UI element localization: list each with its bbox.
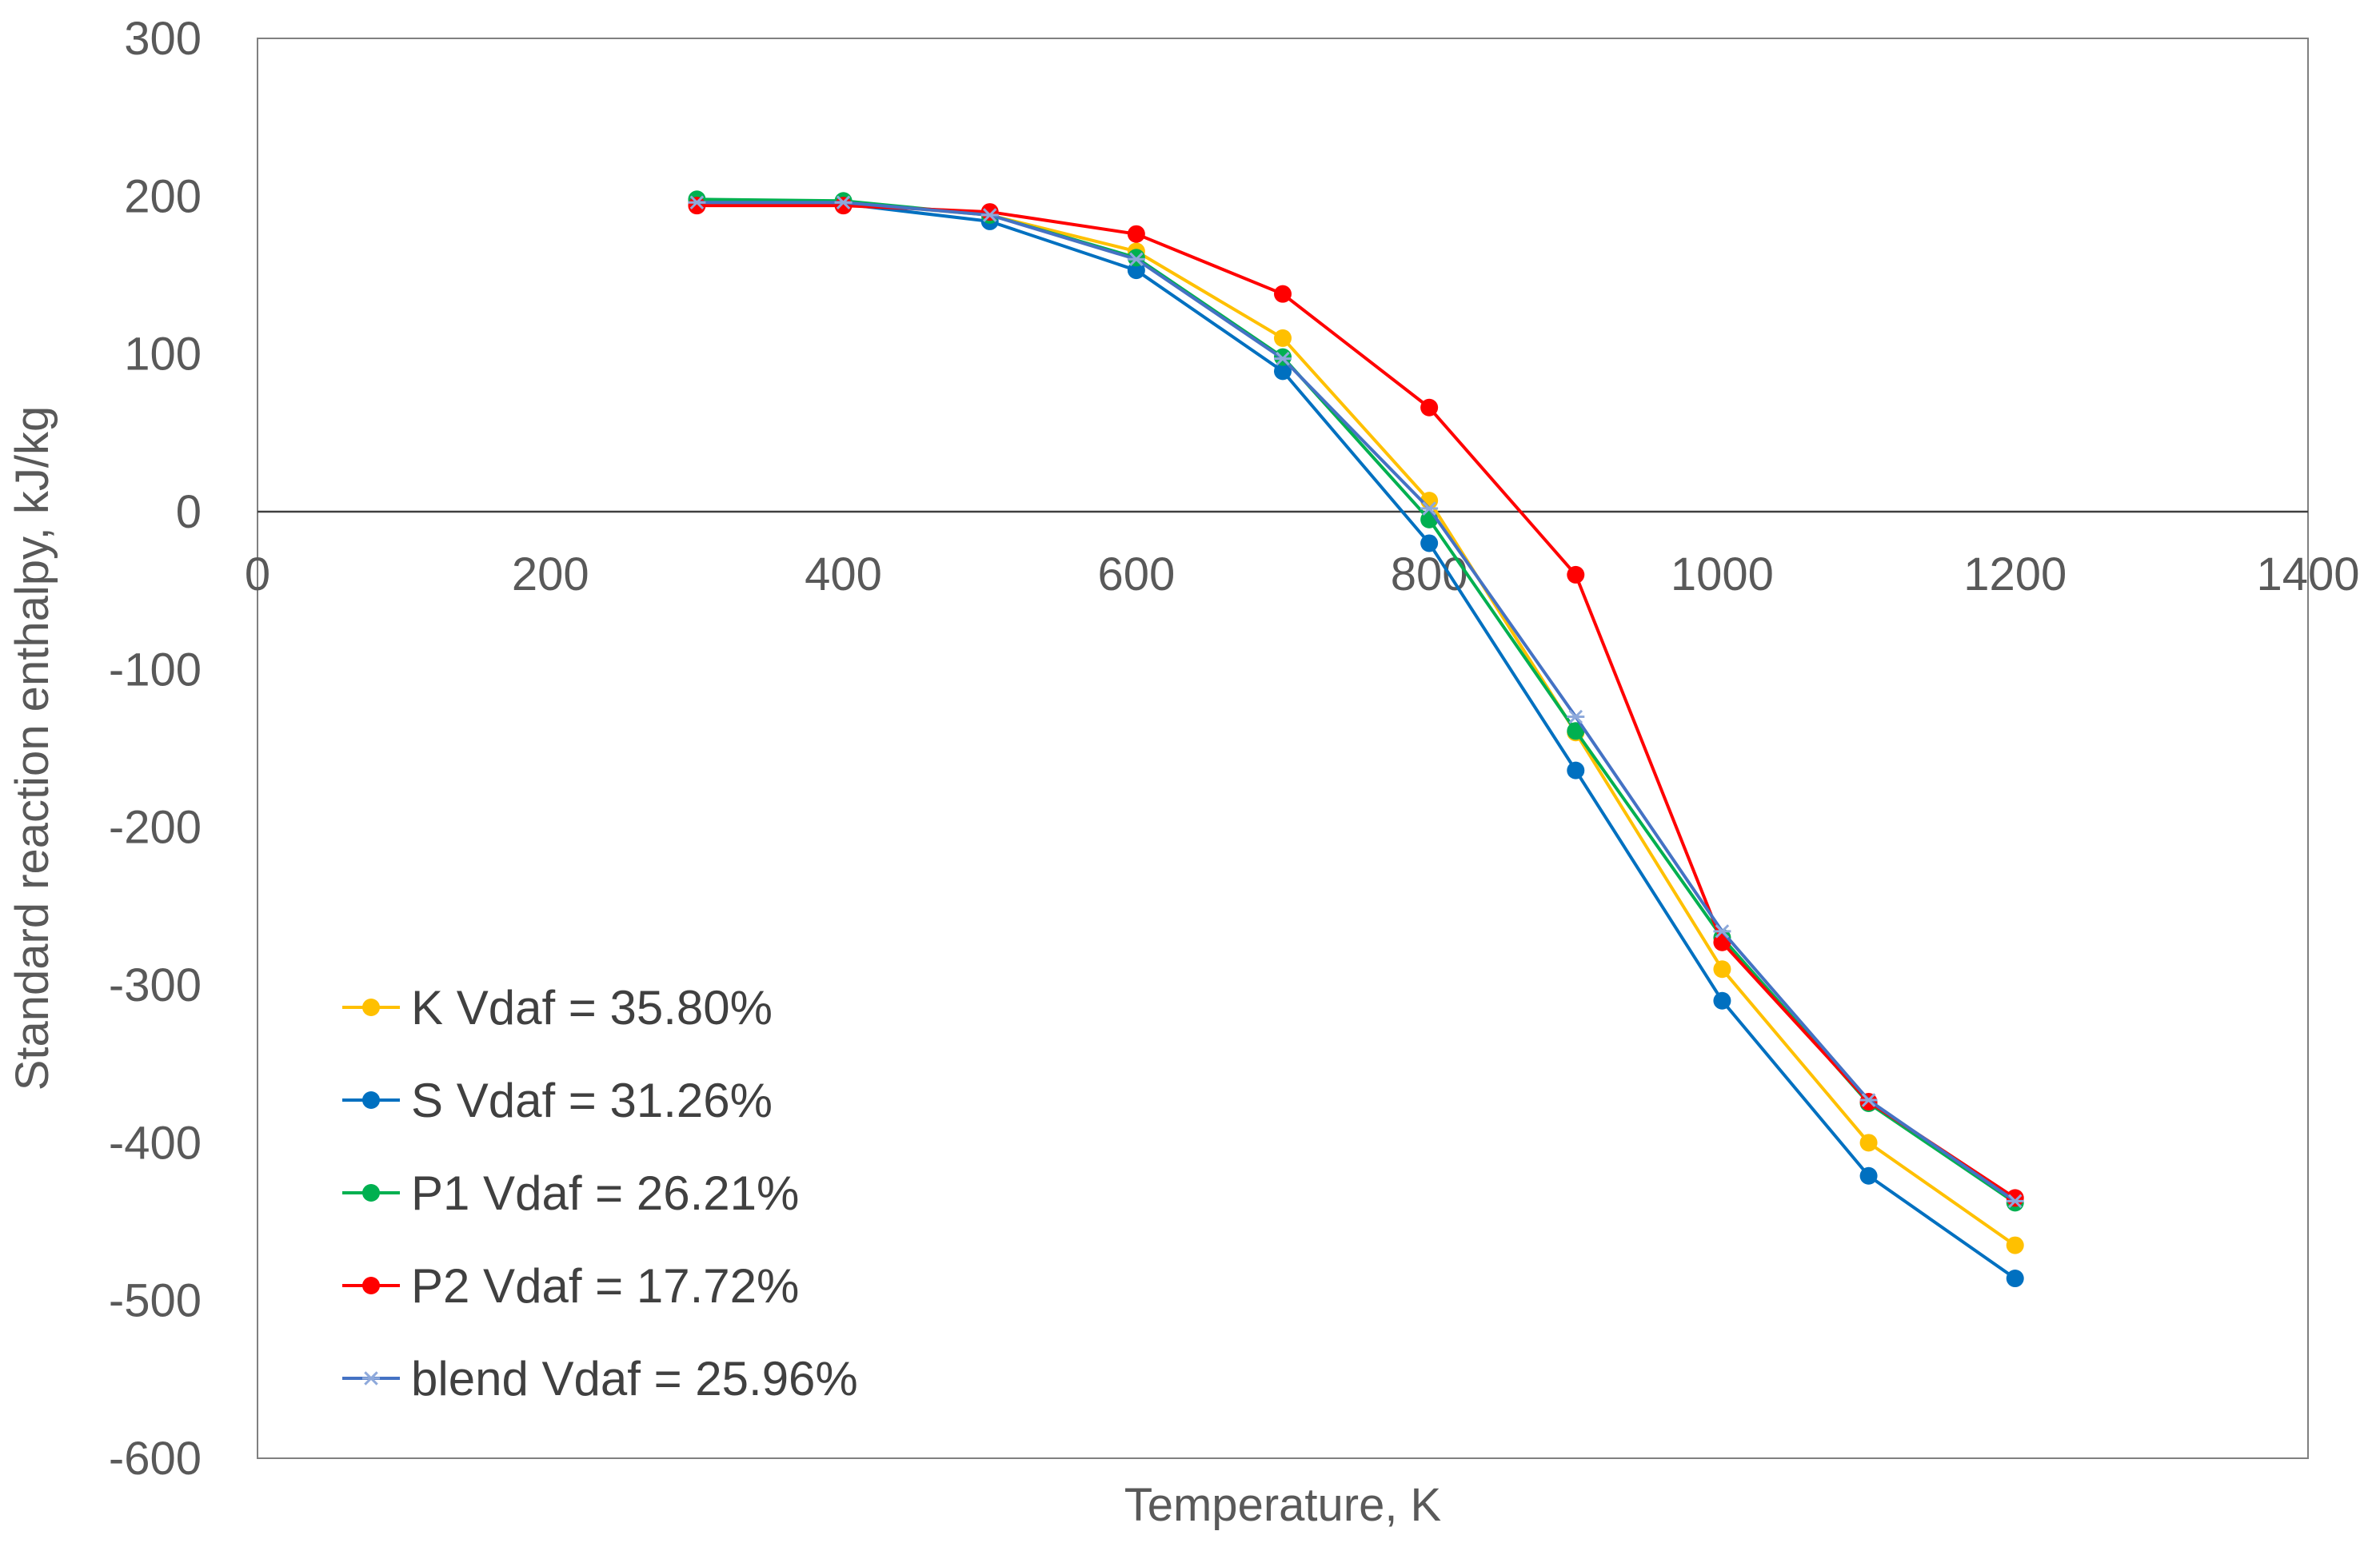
- y-tick-label: -100: [109, 644, 202, 696]
- legend-item: blend Vdaf = 25.96%: [342, 1352, 858, 1405]
- x-axis-title: Temperature, K: [1124, 1479, 1442, 1531]
- series-line: [697, 204, 2016, 1200]
- y-tick-label: -200: [109, 802, 202, 854]
- data-point: [1420, 501, 1439, 516]
- legend-item: K Vdaf = 35.80%: [342, 981, 773, 1035]
- data-point: [1859, 1166, 1878, 1185]
- y-tick-label: 200: [124, 170, 202, 222]
- x-tick-label: 400: [805, 548, 882, 600]
- x-tick-label: 0: [245, 548, 270, 600]
- legend-marker: [362, 999, 380, 1016]
- data-point: [1274, 329, 1292, 347]
- data-point: [1567, 709, 1585, 724]
- x-tick-label: 1200: [1963, 548, 2067, 600]
- series-group: [688, 190, 2024, 1288]
- legend-marker: [362, 1277, 380, 1294]
- data-point: [688, 195, 706, 209]
- legend-label: P2 Vdaf = 17.72%: [411, 1259, 799, 1313]
- x-tick-label: 600: [1097, 548, 1175, 600]
- legend-marker: [362, 1091, 380, 1109]
- legend-label: S Vdaf = 31.26%: [411, 1074, 773, 1127]
- series-line: [697, 201, 2016, 1280]
- legend-marker: [362, 1184, 380, 1202]
- series-3: [688, 197, 2024, 1207]
- legend-marker: [362, 1371, 380, 1386]
- x-tick-label: 200: [512, 548, 589, 600]
- legend-item: P2 Vdaf = 17.72%: [342, 1259, 799, 1313]
- x-tick-labels: 0 200 400 600 800 1000 1200 1400: [245, 548, 2360, 600]
- legend-label: K Vdaf = 35.80%: [411, 981, 773, 1035]
- data-point: [1567, 565, 1585, 584]
- data-point: [2006, 1236, 2024, 1254]
- legend: K Vdaf = 35.80% S Vdaf = 31.26% P1 Vdaf = …: [342, 981, 858, 1405]
- data-point: [1859, 1093, 1878, 1107]
- legend-label: P1 Vdaf = 26.21%: [411, 1166, 799, 1220]
- data-point: [2006, 1270, 2024, 1288]
- data-point: [1127, 225, 1145, 243]
- data-point: [1420, 534, 1439, 552]
- data-point: [1274, 362, 1292, 381]
- y-tick-labels: 300 200 100 0 -100 -200 -300 -400 -500 -600: [109, 13, 202, 1485]
- data-point: [1274, 285, 1292, 303]
- y-tick-label: 0: [176, 486, 202, 538]
- y-tick-label: -300: [109, 959, 202, 1011]
- data-point: [1713, 960, 1731, 979]
- data-point: [1713, 991, 1731, 1010]
- series-4: [688, 195, 2024, 1209]
- y-tick-label: -600: [109, 1433, 202, 1485]
- data-point: [2006, 1189, 2024, 1207]
- y-tick-label: 300: [124, 13, 202, 65]
- plot-area: [257, 38, 2309, 1459]
- series-line: [697, 199, 2016, 1247]
- data-point: [1713, 924, 1731, 939]
- y-tick-label: 100: [124, 329, 202, 381]
- legend-item: S Vdaf = 31.26%: [342, 1074, 773, 1127]
- data-point: [1127, 252, 1145, 267]
- legend-item: P1 Vdaf = 26.21%: [342, 1166, 799, 1220]
- series-1: [688, 193, 2024, 1288]
- data-point: [1567, 761, 1585, 779]
- data-point: [1859, 1134, 1878, 1152]
- series-line: [697, 201, 2016, 1202]
- data-point: [1274, 351, 1292, 366]
- data-point: [1420, 398, 1439, 417]
- y-tick-label: -400: [109, 1117, 202, 1169]
- series-2: [688, 190, 2024, 1212]
- y-tick-label: -500: [109, 1275, 202, 1327]
- data-point: [1127, 261, 1145, 280]
- y-axis-title: Standard reaction enthalpy, kJ/kg: [6, 406, 58, 1091]
- legend-label: blend Vdaf = 25.96%: [411, 1352, 858, 1405]
- x-tick-label: 1000: [1671, 548, 1774, 600]
- data-point: [980, 208, 999, 222]
- data-point: [834, 195, 853, 209]
- x-tick-label: 1400: [2256, 548, 2359, 600]
- data-point: [834, 197, 853, 215]
- data-point: [2006, 1194, 2024, 1209]
- data-point: [1567, 722, 1585, 740]
- data-point: [688, 197, 706, 215]
